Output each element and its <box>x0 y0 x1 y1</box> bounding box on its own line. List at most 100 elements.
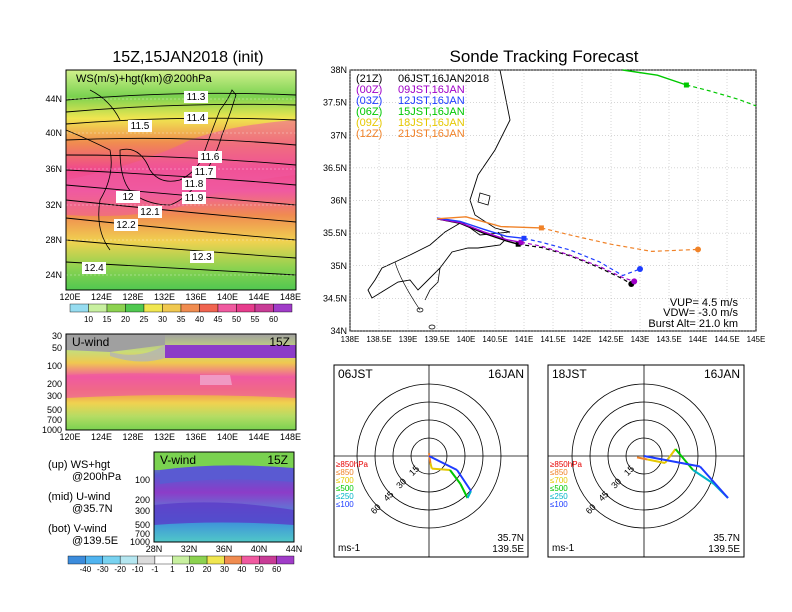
lat-tick: 37N <box>330 130 347 140</box>
hodo-segment <box>674 448 694 471</box>
track-solid <box>436 216 542 229</box>
lon-tick: 141.5E <box>540 335 565 344</box>
lat-tick: 44N <box>45 94 62 104</box>
lon-tick: 142.5E <box>598 335 623 344</box>
lat-tick: 36N <box>45 164 62 174</box>
colorbar-cell <box>189 555 208 565</box>
hodo-segment <box>466 490 472 499</box>
lat-tick: 34.5N <box>323 293 347 303</box>
colorbar-tick: 60 <box>272 565 281 574</box>
colorbar-cell <box>224 555 243 565</box>
colorbar-cell <box>206 555 225 565</box>
hodo-level: ≥850hPa <box>550 460 583 469</box>
pressure-tick: 100 <box>47 361 62 371</box>
contour-label: 12.4 <box>84 263 104 274</box>
contour-label: 12 <box>122 192 134 203</box>
hodo-segment <box>456 469 472 492</box>
hodo-level: ≤850 <box>550 468 568 477</box>
colorbar-cell <box>143 303 163 313</box>
vwind-panel <box>153 451 295 543</box>
burst-marker <box>683 82 689 88</box>
landing-marker <box>631 278 638 285</box>
lon-tick: 132E <box>154 292 175 302</box>
hodo-level: ≤500 <box>336 484 354 493</box>
vwind-time: 15Z <box>267 453 288 467</box>
colorbar-cell <box>276 555 295 565</box>
contour-label-box <box>128 120 152 132</box>
hodo-ring-label: 60 <box>369 502 383 516</box>
hodo-date: 16JAN <box>704 367 740 381</box>
lon-tick: 140E <box>217 292 238 302</box>
colorbar-cell <box>69 303 89 313</box>
colorbar-cell <box>254 303 274 313</box>
lat-tick: 37.5N <box>323 98 347 108</box>
hodo-lon: 139.5E <box>708 544 740 555</box>
legend-text: 15JST,16JAN <box>398 106 465 118</box>
lat-tick: 32N <box>181 544 198 554</box>
pressure-tick: 100 <box>135 475 150 485</box>
vwind-label: V-wind <box>160 453 196 467</box>
lon-tick: 120E <box>59 292 80 302</box>
colorbar-cell <box>137 555 156 565</box>
pressure-tick: 1000 <box>42 425 62 435</box>
hodo-unit: ms-1 <box>338 543 361 554</box>
vup-text: VUP= 4.5 m/s <box>670 297 739 309</box>
contour-labels: 11.3 11.4 11.5 11.6 11.711.8 11.9 12 12.1 12.2 12… <box>82 91 222 274</box>
legend-line: (up) WS+hgt <box>48 459 110 471</box>
ws-map-label: WS(m/s)+hgt(km)@200hPa <box>76 73 212 85</box>
hodo-ring-label: 60 <box>584 502 598 516</box>
lat-tick: 36.5N <box>323 163 347 173</box>
contour-label-box <box>116 191 140 203</box>
lon-tick: 124E <box>91 432 112 442</box>
lat-tick: 44N <box>286 544 303 554</box>
pressure-tick: 300 <box>47 391 62 401</box>
colorbar-tick: -40 <box>80 565 92 574</box>
lat-tick: 38N <box>330 65 347 75</box>
uwind-lon-ticks: 120E 124E 128E 132E 136E 140E 144E 148E <box>59 432 301 442</box>
lon-tick: 139E <box>399 335 418 344</box>
colorbar-tick: 20 <box>121 315 130 324</box>
hodo-level: ≤100 <box>336 500 354 509</box>
lat-tick: 36N <box>330 196 347 206</box>
hodo-date: 16JAN <box>488 367 524 381</box>
left-legend: (up) WS+hgt @200hPa (mid) U-wind @35.7N … <box>48 459 122 547</box>
lon-tick: 140E <box>457 335 476 344</box>
contour-label: 11.8 <box>185 179 204 190</box>
contour-label-box <box>184 91 208 103</box>
track-solid <box>436 218 522 243</box>
colorbar-tick: 10 <box>84 315 93 324</box>
lon-tick: 148E <box>280 432 301 442</box>
vdw-text: VDW= -3.0 m/s <box>663 307 738 319</box>
legend-line: (bot) V-wind <box>48 523 107 535</box>
pressure-tick: 50 <box>52 343 62 353</box>
legend-text: 18JST,16JAN <box>398 117 465 129</box>
tracking-lon-ticks: 138E 138.5E 139E 139.5E 140E 140.5E 141E 141.5E… <box>341 335 766 344</box>
hodo-unit: ms-1 <box>552 543 575 554</box>
lat-tick: 35.5N <box>323 228 347 238</box>
contour-label-box <box>184 112 208 124</box>
hodo-level: ≤250 <box>336 492 354 501</box>
lat-tick: 32N <box>45 200 62 210</box>
japan-coastline <box>119 89 237 206</box>
contour-label: 11.3 <box>187 92 206 103</box>
colorbar-cell <box>154 555 173 565</box>
pressure-tick: 300 <box>135 506 150 516</box>
lon-tick: 138E <box>341 335 360 344</box>
contour-label: 12.1 <box>140 207 160 218</box>
burst-marker <box>518 239 524 245</box>
colorbar-tick: 40 <box>237 565 246 574</box>
hodo-segment <box>459 483 469 499</box>
colorbar-tick: 35 <box>177 315 186 324</box>
colorbar-tick: -30 <box>97 565 109 574</box>
colorbar-cell <box>180 303 200 313</box>
colorbar-tick: 25 <box>140 315 149 324</box>
pressure-tick: 200 <box>135 495 150 505</box>
lon-tick: 143E <box>631 335 650 344</box>
hodo-lon: 139.5E <box>492 544 524 555</box>
colorbar-tick: 45 <box>214 315 223 324</box>
colorbar-cell <box>106 303 126 313</box>
legend-text: 06JST,16JAN2018 <box>398 73 489 85</box>
track-solid <box>622 69 687 86</box>
contour-label: 11.7 <box>195 167 214 178</box>
